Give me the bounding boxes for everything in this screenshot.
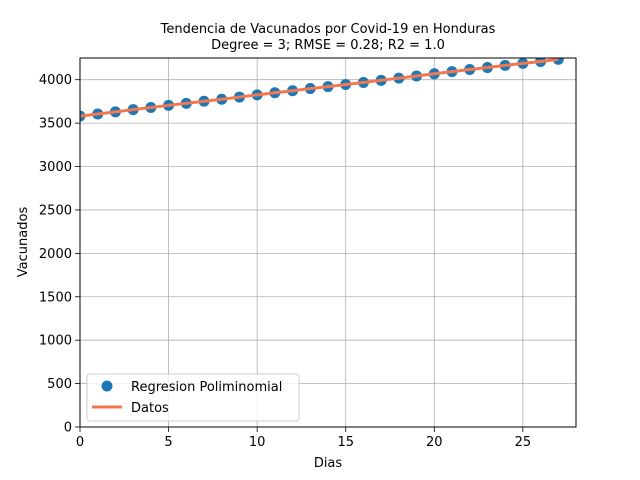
x-tick-label: 10 — [249, 435, 266, 450]
y-tick-label: 1000 — [39, 334, 72, 349]
y-axis-label: Vacunados — [16, 207, 31, 278]
y-tick-label: 3000 — [39, 160, 72, 175]
legend-box — [86, 373, 300, 422]
legend: Regresion Poliminomial Datos — [86, 373, 300, 422]
x-tick-label: 15 — [337, 435, 354, 450]
y-tick-label: 2000 — [39, 247, 72, 262]
x-axis-ticks: 0 5 10 15 20 25 — [76, 427, 531, 450]
plot-frame — [79, 57, 577, 428]
y-axis-ticks: 0 500 1000 1500 2000 2500 3000 3500 4000 — [39, 73, 80, 436]
y-tick-label: 0 — [64, 421, 72, 436]
y-tick-label: 4000 — [39, 73, 72, 88]
legend-label-scatter: Regresion Poliminomial — [131, 380, 282, 395]
y-tick-label: 3500 — [39, 117, 72, 132]
y-tick-label: 2500 — [39, 203, 72, 218]
x-tick-label: 20 — [426, 435, 443, 450]
chart-title: Tendencia de Vacunados por Covid-19 en H… — [160, 22, 496, 37]
series-line-datos — [80, 58, 559, 118]
legend-label-line: Datos — [131, 401, 169, 416]
x-tick-label: 5 — [164, 435, 172, 450]
x-axis-label: Dias — [314, 456, 343, 471]
x-tick-label: 0 — [76, 435, 84, 450]
y-tick-label: 500 — [47, 377, 72, 392]
x-tick-label: 25 — [515, 435, 532, 450]
y-tick-label: 1500 — [39, 290, 72, 305]
chart-subtitle: Degree = 3; RMSE = 0.28; R2 = 1.0 — [211, 38, 445, 53]
series-line-layer — [80, 58, 559, 118]
legend-marker-scatter — [101, 380, 113, 392]
